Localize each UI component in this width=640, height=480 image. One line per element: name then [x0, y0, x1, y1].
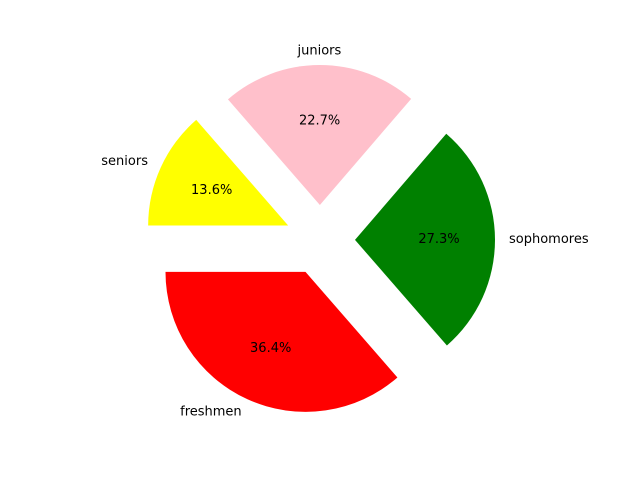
pie-slice-seniors [148, 119, 289, 226]
pct-label-sophomores: 27.3% [418, 232, 459, 247]
pie-labels: 36.4% freshmen 27.3% sophomores 22.7% juniors… [101, 44, 589, 420]
slice-label-freshmen: freshmen [180, 405, 242, 420]
pie-slices [148, 65, 495, 412]
pie-slice-juniors [227, 65, 412, 206]
pct-label-seniors: 13.6% [191, 183, 232, 198]
pct-label-freshmen: 36.4% [250, 341, 291, 356]
pct-label-juniors: 22.7% [299, 114, 340, 129]
slice-label-seniors: seniors [101, 154, 148, 169]
slice-label-juniors: juniors [297, 44, 342, 59]
pie-slice-freshmen [165, 271, 398, 412]
pie-slice-sophomores [354, 133, 495, 346]
slice-label-sophomores: sophomores [509, 232, 589, 247]
